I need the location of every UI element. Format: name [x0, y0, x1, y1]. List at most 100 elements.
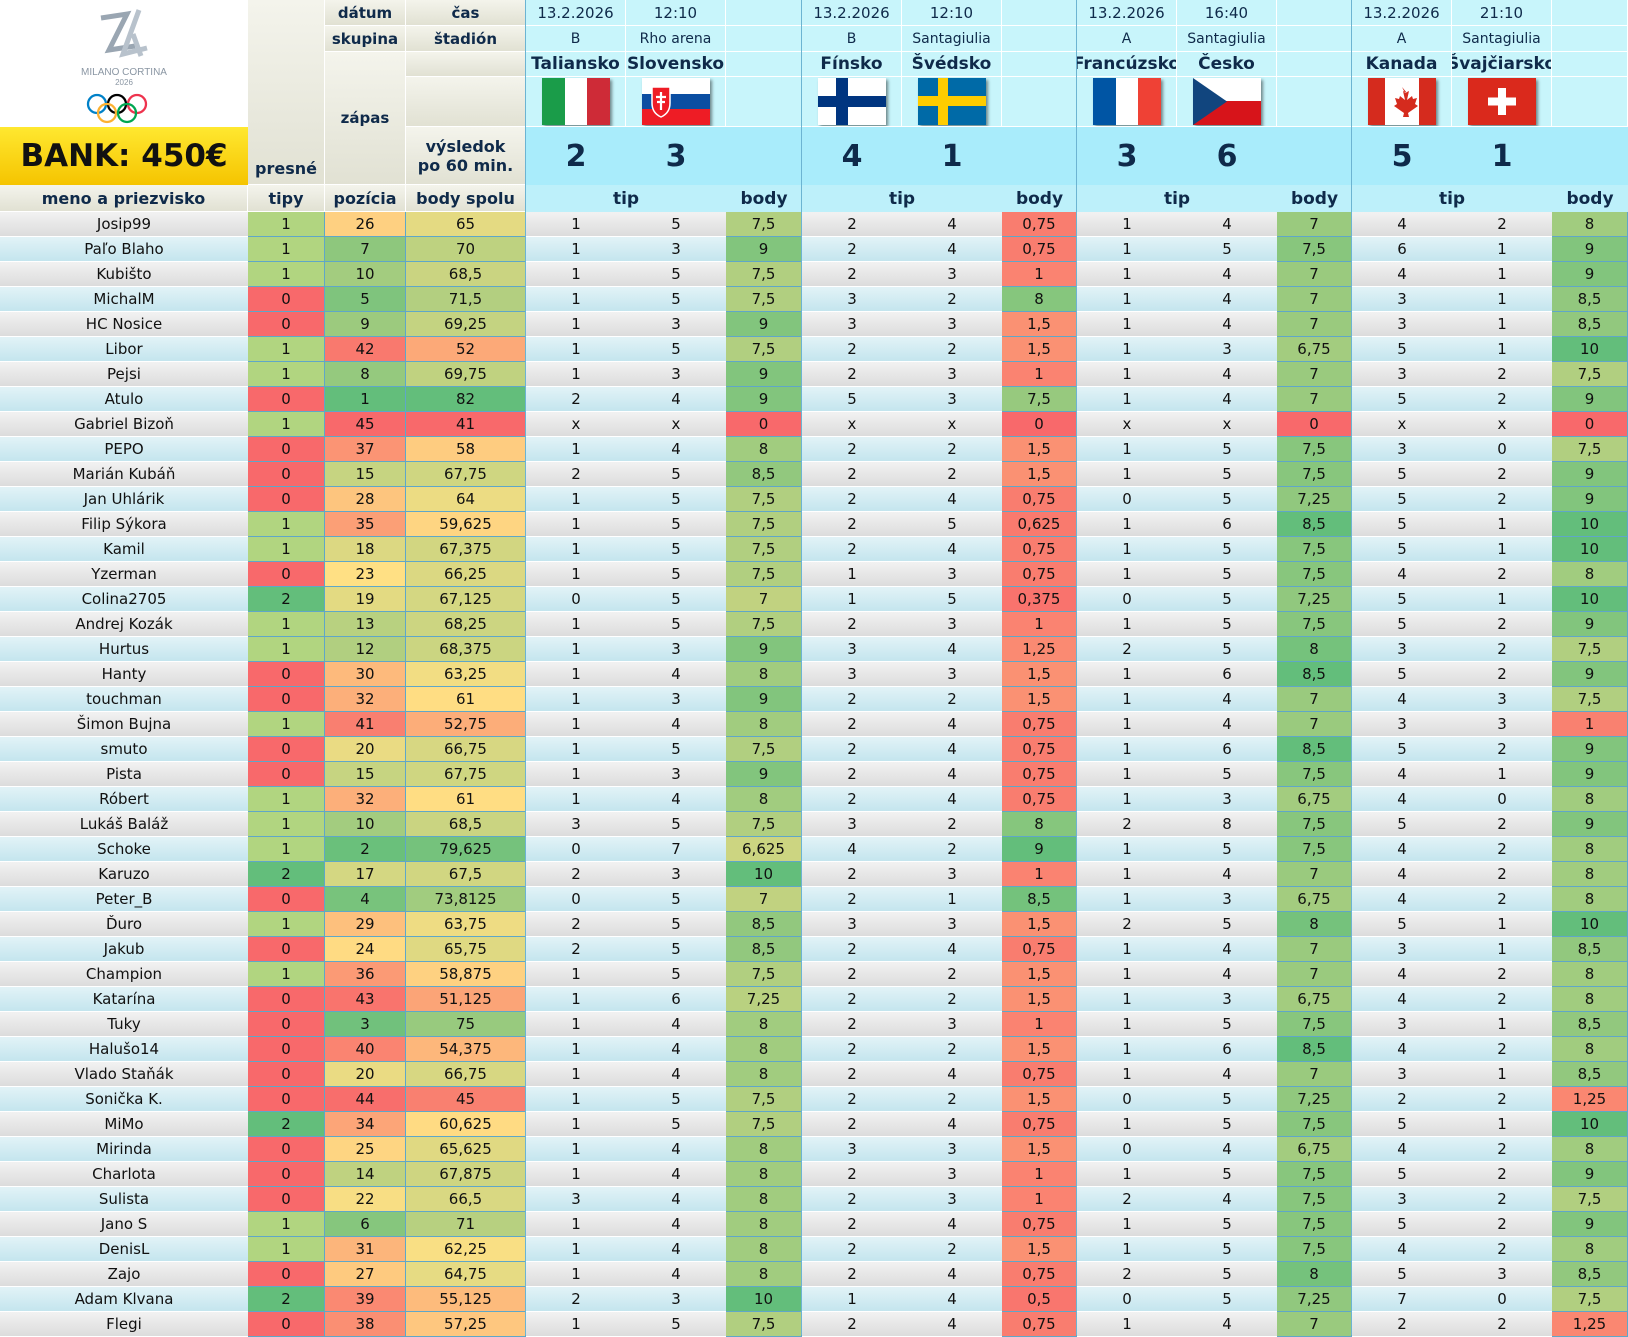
- tip-away: 2: [1452, 637, 1552, 662]
- tip-home: 2: [802, 1162, 902, 1187]
- tip-home: 3: [802, 637, 902, 662]
- tip-home: 5: [802, 387, 902, 412]
- tip-away: 3: [1177, 987, 1277, 1012]
- bank-label: BANK: 450€: [0, 127, 248, 185]
- tip-home: 2: [802, 1237, 902, 1262]
- tip-home: 0: [1077, 487, 1177, 512]
- match-points: 7,5: [726, 1112, 802, 1137]
- exact-tips: 0: [248, 1062, 325, 1087]
- tip-home: 4: [1352, 212, 1452, 237]
- tip-away: 4: [902, 237, 1002, 262]
- tip-home: 1: [802, 562, 902, 587]
- column-divider: [1351, 0, 1352, 1335]
- tip-home: 5: [1352, 387, 1452, 412]
- tip-home: 1: [1077, 712, 1177, 737]
- tip-away: 1: [1452, 312, 1552, 337]
- tip-away: 2: [902, 462, 1002, 487]
- tip-away: 4: [902, 1212, 1002, 1237]
- total-points: 69,75: [406, 362, 526, 387]
- exact-tips: 1: [248, 612, 325, 637]
- tip-away: 2: [1452, 1137, 1552, 1162]
- match-points: 0,75: [1002, 712, 1077, 737]
- tip-home: 1: [526, 1212, 626, 1237]
- player-name: Hurtus: [0, 637, 248, 662]
- player-name: Yzerman: [0, 562, 248, 587]
- tip-home: 2: [802, 437, 902, 462]
- exact-tips: 0: [248, 462, 325, 487]
- position: 45: [325, 412, 406, 437]
- tip-away: 3: [902, 912, 1002, 937]
- player-name: Adam Klvana: [0, 1287, 248, 1312]
- tip-home: 4: [1352, 887, 1452, 912]
- tip-home: 1: [1077, 762, 1177, 787]
- tip-away: 4: [1177, 862, 1277, 887]
- tip-home: 4: [1352, 562, 1452, 587]
- tip-home: 2: [1077, 912, 1177, 937]
- blank-header-cell: [1552, 26, 1628, 52]
- total-points: 65: [406, 212, 526, 237]
- match-points: 1,5: [1002, 687, 1077, 712]
- match-group: A: [1077, 26, 1177, 52]
- tip-home: 3: [1352, 1187, 1452, 1212]
- tip-away: 2: [1452, 1212, 1552, 1237]
- tip-home: x: [802, 412, 902, 437]
- tip-home: 2: [1352, 1312, 1452, 1337]
- position: 17: [325, 862, 406, 887]
- tip-home: 0: [1077, 1087, 1177, 1112]
- tip-away: 2: [1452, 837, 1552, 862]
- exact-tips: 0: [248, 1137, 325, 1162]
- exact-tips: 0: [248, 762, 325, 787]
- presne-tipy-header: presné: [248, 0, 325, 185]
- match-points: 7,5: [1277, 762, 1352, 787]
- tip-home: 2: [1077, 1262, 1177, 1287]
- tip-home: 2: [802, 687, 902, 712]
- tip-away: 5: [1177, 437, 1277, 462]
- tip-home: 1: [526, 637, 626, 662]
- match-points: 1: [1002, 1187, 1077, 1212]
- match-points: 6,75: [1277, 337, 1352, 362]
- flag-czechia-icon: [1192, 78, 1261, 125]
- tip-home: 5: [1352, 1262, 1452, 1287]
- tip-away: 5: [1177, 1012, 1277, 1037]
- match-time: 12:10: [902, 0, 1002, 26]
- tip-away: 6: [1177, 1037, 1277, 1062]
- tip-away: 5: [1177, 1262, 1277, 1287]
- tip-home: 1: [526, 512, 626, 537]
- tip-away: 2: [902, 687, 1002, 712]
- tip-home: x: [1077, 412, 1177, 437]
- tip-away: 4: [902, 1062, 1002, 1087]
- match-points: 0,75: [1002, 487, 1077, 512]
- tip-away: 4: [1177, 962, 1277, 987]
- tip-home: 5: [1352, 537, 1452, 562]
- match-points: 7,25: [1277, 1087, 1352, 1112]
- blank-header-cell: [1277, 77, 1352, 127]
- tip-away: x: [902, 412, 1002, 437]
- tip-home: 1: [526, 437, 626, 462]
- match-points: 8: [1552, 1237, 1628, 1262]
- tip-away: 0: [1452, 437, 1552, 462]
- match-points: 1: [1002, 862, 1077, 887]
- tip-away: 5: [1177, 462, 1277, 487]
- tip-away: 4: [902, 762, 1002, 787]
- position: 32: [325, 687, 406, 712]
- match-points: 0: [726, 412, 802, 437]
- tip-home: 2: [802, 1062, 902, 1087]
- match-points: 6,625: [726, 837, 802, 862]
- match-points: 8: [726, 1212, 802, 1237]
- match-points: 9: [1552, 1212, 1628, 1237]
- match-points: 1,5: [1002, 337, 1077, 362]
- blank-header-cell: [1002, 26, 1077, 52]
- match-points: 7,5: [726, 337, 802, 362]
- match-points: 7,5: [726, 537, 802, 562]
- tip-home: 2: [526, 387, 626, 412]
- match-points: 7,25: [726, 987, 802, 1012]
- tip-home: 2: [802, 1262, 902, 1287]
- match-points: 9: [1552, 262, 1628, 287]
- tip-home: 1: [1077, 737, 1177, 762]
- exact-tips: 1: [248, 912, 325, 937]
- tip-home: 0: [526, 887, 626, 912]
- tip-home: 6: [1352, 237, 1452, 262]
- player-name: Gabriel Bizoň: [0, 412, 248, 437]
- tip-away: 4: [1177, 937, 1277, 962]
- blank-header-cell: [406, 77, 526, 127]
